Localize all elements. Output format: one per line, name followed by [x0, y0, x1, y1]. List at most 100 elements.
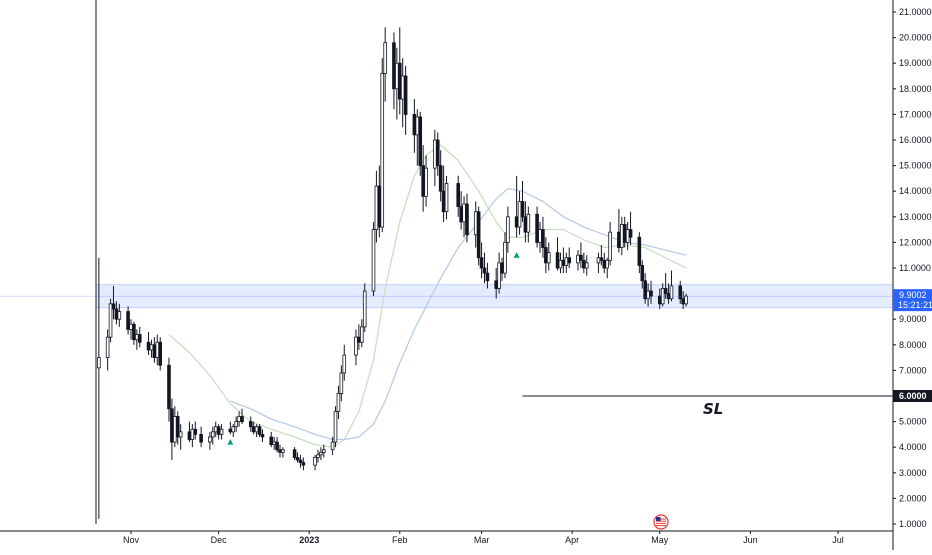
candle[interactable] [216, 424, 221, 440]
candle[interactable] [132, 321, 136, 345]
candle[interactable] [383, 27, 387, 102]
stop-loss-badge[interactable]: 6.0000 [893, 390, 932, 402]
y-axis-ticks[interactable]: 21.0000 20.0000 19.0000 18.0000 17.0000 16.00… [893, 7, 932, 529]
candle[interactable] [135, 329, 139, 350]
candle[interactable] [362, 283, 367, 332]
candle[interactable] [503, 232, 507, 279]
candle[interactable] [459, 191, 463, 230]
candle[interactable] [456, 175, 461, 217]
candle[interactable] [605, 257, 610, 279]
candle[interactable] [403, 65, 408, 135]
candle[interactable] [514, 175, 519, 238]
x-axis-ticks[interactable]: Nov Dec 2023 Feb Mar Apr May Jun Jul [123, 531, 844, 545]
candle[interactable] [684, 293, 688, 307]
candle[interactable] [628, 211, 633, 245]
candle[interactable] [190, 424, 195, 448]
last-price-badge[interactable]: 9.9002 15:21:21 [0, 289, 932, 312]
candle[interactable] [617, 209, 621, 253]
candle[interactable] [211, 426, 215, 445]
candle[interactable] [213, 421, 218, 437]
candle[interactable] [108, 298, 113, 343]
candle[interactable] [377, 165, 382, 238]
candle[interactable] [208, 431, 212, 450]
candle[interactable] [319, 447, 323, 460]
candle[interactable] [295, 452, 300, 463]
candle[interactable] [278, 444, 282, 458]
candle[interactable] [535, 206, 539, 248]
candle[interactable] [435, 132, 440, 176]
candle[interactable] [339, 365, 344, 402]
candle[interactable] [237, 411, 241, 427]
candle[interactable] [380, 58, 385, 233]
candle[interactable] [479, 242, 484, 279]
candle[interactable] [105, 329, 110, 371]
candle[interactable] [579, 242, 583, 268]
candle[interactable] [316, 449, 320, 463]
us-flag-icon[interactable] [653, 514, 669, 530]
candle[interactable] [281, 447, 285, 458]
candle[interactable] [602, 252, 607, 274]
candle[interactable] [541, 216, 545, 258]
candle[interactable] [546, 242, 551, 271]
candle[interactable] [272, 436, 276, 450]
signal-marker-icon[interactable] [227, 439, 234, 445]
candle[interactable] [520, 180, 525, 222]
candle[interactable] [354, 329, 358, 366]
candle[interactable] [126, 306, 130, 335]
candle[interactable] [608, 221, 612, 266]
candle[interactable] [301, 457, 306, 471]
candle[interactable] [465, 193, 469, 243]
candle[interactable] [240, 408, 244, 425]
candle[interactable] [219, 424, 224, 440]
candle[interactable] [292, 447, 297, 460]
signal-marker-icon[interactable] [513, 252, 520, 258]
candle[interactable] [152, 337, 157, 363]
candle[interactable] [567, 247, 572, 268]
candle[interactable] [392, 32, 396, 110]
candle[interactable] [342, 344, 347, 381]
candle[interactable] [596, 252, 601, 274]
candle[interactable] [260, 429, 265, 443]
candle[interactable] [438, 150, 443, 202]
candle[interactable] [418, 111, 423, 176]
candle[interactable] [298, 454, 303, 468]
candle[interactable] [576, 250, 580, 271]
candle[interactable] [640, 260, 645, 289]
candle[interactable] [175, 411, 180, 445]
candle[interactable] [254, 424, 259, 437]
stop-loss-layer[interactable]: SL [522, 395, 893, 418]
candle[interactable] [117, 303, 122, 327]
candle[interactable] [555, 237, 560, 271]
candle[interactable] [193, 421, 198, 440]
candle[interactable] [660, 283, 665, 307]
candle[interactable] [231, 424, 236, 437]
candle[interactable] [412, 99, 417, 153]
candle[interactable] [269, 431, 274, 448]
candle[interactable] [599, 244, 604, 266]
candle[interactable] [397, 27, 402, 115]
candle[interactable] [158, 337, 163, 371]
candle[interactable] [444, 175, 449, 220]
candle[interactable] [649, 280, 653, 304]
candle[interactable] [561, 247, 566, 274]
candle[interactable] [199, 426, 203, 448]
candle[interactable] [248, 416, 253, 432]
candle[interactable] [485, 262, 490, 289]
candle[interactable] [669, 270, 674, 302]
candle[interactable] [333, 406, 338, 448]
candle[interactable] [173, 406, 177, 448]
candle[interactable] [359, 319, 364, 348]
candle[interactable] [374, 170, 379, 243]
candle[interactable] [129, 319, 133, 340]
candle[interactable] [517, 191, 522, 235]
candle[interactable] [167, 357, 171, 422]
candle[interactable] [155, 334, 160, 366]
candle[interactable] [149, 339, 154, 358]
candle[interactable] [424, 155, 428, 207]
candle[interactable] [395, 47, 399, 120]
candle[interactable] [544, 237, 548, 274]
candle[interactable] [558, 252, 563, 274]
candle[interactable] [643, 273, 647, 304]
candle[interactable] [178, 424, 183, 450]
